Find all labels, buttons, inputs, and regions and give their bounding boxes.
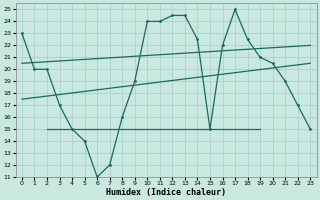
X-axis label: Humidex (Indice chaleur): Humidex (Indice chaleur) [106,188,226,197]
